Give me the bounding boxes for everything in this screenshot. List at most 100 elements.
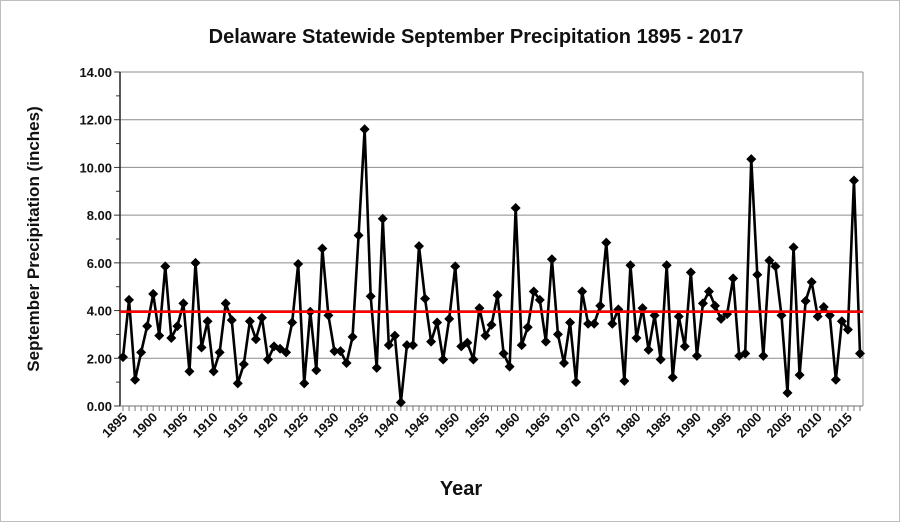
data-point bbox=[752, 269, 763, 280]
y-tick-label: 12.00 bbox=[79, 113, 112, 128]
y-tick-label: 4.00 bbox=[87, 304, 112, 319]
data-point bbox=[444, 313, 455, 324]
data-point bbox=[118, 352, 128, 363]
x-tick-label: 1920 bbox=[250, 410, 281, 441]
data-point bbox=[383, 340, 394, 351]
data-point bbox=[311, 365, 322, 376]
data-point bbox=[818, 301, 829, 312]
x-tick-label: 1930 bbox=[310, 410, 341, 441]
y-tick-label: 8.00 bbox=[87, 208, 112, 223]
data-point bbox=[256, 312, 267, 323]
data-point bbox=[262, 354, 273, 365]
data-point bbox=[703, 286, 714, 297]
data-point bbox=[226, 315, 237, 326]
x-tick-label: 1945 bbox=[401, 410, 432, 441]
x-tick-label: 1905 bbox=[159, 410, 190, 441]
data-point bbox=[655, 354, 666, 365]
x-tick-label: 1970 bbox=[552, 410, 583, 441]
data-point bbox=[552, 329, 563, 340]
data-point bbox=[625, 260, 636, 271]
data-point bbox=[758, 350, 769, 361]
x-axis-label: Year bbox=[440, 478, 482, 500]
data-point bbox=[812, 311, 823, 322]
data-point bbox=[740, 348, 751, 359]
data-point bbox=[764, 255, 775, 266]
data-point bbox=[450, 261, 461, 272]
data-point bbox=[691, 350, 702, 361]
data-point bbox=[377, 213, 388, 224]
x-tick-label: 1965 bbox=[522, 410, 553, 441]
data-point bbox=[842, 324, 853, 335]
data-point bbox=[546, 254, 557, 265]
chart-title: Delaware Statewide September Precipitati… bbox=[209, 26, 744, 48]
data-point bbox=[673, 311, 684, 322]
data-point bbox=[407, 340, 418, 351]
data-point bbox=[426, 336, 437, 347]
data-point bbox=[238, 359, 249, 370]
data-point bbox=[196, 342, 207, 353]
data-point bbox=[848, 175, 859, 186]
data-point bbox=[697, 298, 708, 309]
data-point bbox=[184, 366, 195, 377]
data-point bbox=[329, 346, 340, 357]
data-point bbox=[794, 369, 805, 380]
data-point bbox=[534, 294, 545, 305]
data-point bbox=[577, 286, 588, 297]
data-point bbox=[631, 333, 642, 344]
y-tick-label: 6.00 bbox=[87, 256, 112, 271]
data-point bbox=[220, 298, 231, 309]
data-point bbox=[148, 288, 159, 299]
data-point bbox=[335, 346, 346, 357]
data-point bbox=[178, 298, 189, 309]
x-tick-label: 2000 bbox=[733, 410, 764, 441]
data-point bbox=[589, 318, 600, 329]
data-point bbox=[679, 341, 690, 352]
data-point bbox=[558, 358, 569, 369]
x-tick-label: 1940 bbox=[371, 410, 402, 441]
x-tick-label: 1980 bbox=[613, 410, 644, 441]
data-point bbox=[317, 243, 328, 254]
data-point bbox=[498, 348, 509, 359]
data-point bbox=[190, 257, 201, 268]
data-point bbox=[293, 259, 304, 270]
data-point bbox=[389, 330, 400, 341]
y-tick-label: 14.00 bbox=[79, 65, 112, 80]
data-point bbox=[244, 316, 255, 327]
data-point bbox=[782, 387, 793, 398]
data-point bbox=[667, 372, 678, 383]
data-point bbox=[299, 378, 310, 389]
x-tick-label: 2005 bbox=[764, 410, 795, 441]
x-tick-label: 1895 bbox=[99, 410, 130, 441]
data-point bbox=[353, 230, 364, 241]
data-point bbox=[124, 294, 135, 305]
y-tick-label: 2.00 bbox=[87, 351, 112, 366]
data-point bbox=[395, 397, 406, 408]
x-tick-label: 1960 bbox=[492, 410, 523, 441]
data-point bbox=[595, 300, 606, 311]
x-tick-label: 1955 bbox=[462, 410, 493, 441]
data-point bbox=[728, 273, 739, 284]
data-point bbox=[601, 237, 612, 248]
data-point bbox=[414, 241, 425, 252]
data-point bbox=[836, 316, 847, 327]
data-point bbox=[528, 286, 539, 297]
data-point bbox=[746, 154, 757, 165]
x-tick-label: 1975 bbox=[582, 410, 613, 441]
data-point bbox=[643, 344, 654, 355]
data-point bbox=[142, 321, 153, 332]
data-point bbox=[540, 336, 551, 347]
data-point bbox=[685, 267, 696, 278]
data-point bbox=[359, 124, 370, 135]
data-point bbox=[462, 337, 473, 348]
x-tick-label: 2015 bbox=[824, 410, 855, 441]
x-tick-label: 1910 bbox=[190, 410, 221, 441]
data-point bbox=[480, 330, 491, 341]
precipitation-line bbox=[121, 127, 862, 404]
data-point bbox=[800, 296, 811, 307]
x-tick-label: 1995 bbox=[703, 410, 734, 441]
data-point bbox=[202, 316, 213, 327]
data-point bbox=[281, 347, 292, 358]
data-point bbox=[830, 374, 841, 385]
data-point bbox=[438, 354, 449, 365]
